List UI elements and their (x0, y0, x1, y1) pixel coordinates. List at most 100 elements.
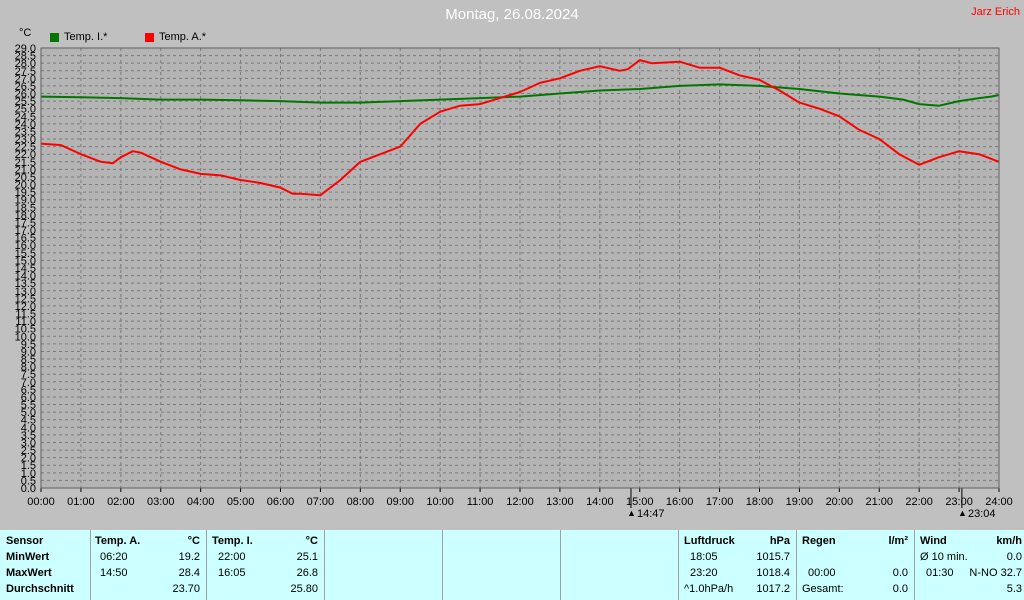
wind-max-time: 01:30 (926, 567, 954, 579)
y-tick-label: 10.5 (15, 324, 36, 336)
temp-i-min-value: 25.1 (296, 551, 318, 563)
x-tick-label: 10:00 (426, 496, 454, 508)
y-tick-label: 10.0 (15, 331, 36, 343)
x-tick-label: 00:00 (27, 496, 55, 508)
y-tick-label: 15.0 (15, 255, 36, 267)
y-tick-label: 13.0 (15, 286, 36, 298)
y-tick-label: 3.5 (21, 430, 36, 442)
pressure-trend-value: 1017.2 (756, 583, 790, 595)
legend-swatch-temp-i (50, 32, 59, 42)
y-tick-label: 11.0 (15, 316, 36, 328)
y-tick-label: 12.0 (15, 301, 36, 313)
row-label-max: MaxWert (6, 567, 52, 579)
y-tick-label: 20.0 (15, 180, 36, 192)
series-line-temp-i (40, 83, 1000, 107)
wind-avg-value: 0.0 (1006, 551, 1022, 563)
y-tick-label: 5.5 (21, 400, 36, 412)
y-tick-label: 22.5 (15, 142, 36, 154)
annotation-label-1: 14:47 (637, 508, 665, 520)
y-tick-label: 23.0 (15, 134, 36, 146)
wind-avg2-value: 5.3 (1006, 583, 1022, 595)
y-tick-label: 4.5 (21, 415, 36, 427)
legend-swatch-temp-a (145, 32, 154, 42)
y-tick-label: 18.5 (15, 202, 36, 214)
y-tick-label: 26.5 (15, 81, 36, 93)
y-tick-label: 9.0 (21, 346, 36, 358)
x-tick-label: 09:00 (386, 496, 414, 508)
x-tick-label: 14:00 (586, 496, 614, 508)
sunrise-icon: ▲ (627, 508, 636, 518)
temperature-chart: 0.00.51.01.52.02.53.03.54.04.55.05.56.06… (15, 43, 1013, 508)
wind-header: Wind (920, 535, 947, 547)
x-tick-label: 08:00 (347, 496, 375, 508)
temp-i-max-time: 16:05 (218, 567, 246, 579)
y-tick-label: 3.0 (21, 437, 36, 449)
y-tick-label: 21.5 (15, 157, 36, 169)
table-divider (90, 530, 91, 600)
temp-a-max-value: 28.4 (178, 567, 200, 579)
y-tick-label: 19.0 (15, 195, 36, 207)
y-tick-label: 22.0 (15, 149, 36, 161)
x-tick-label: 22:00 (905, 496, 933, 508)
x-tick-label: 17:00 (706, 496, 734, 508)
legend-label-temp-a: Temp. A.* (159, 31, 207, 43)
sunset-icon: ▲ (958, 508, 967, 518)
table-divider (560, 530, 561, 600)
table-divider (206, 530, 207, 600)
temp-a-avg-value: 23.70 (172, 583, 200, 595)
y-tick-label: 14.5 (15, 263, 36, 275)
y-tick-label: 25.5 (15, 96, 36, 108)
y-tick-label: 20.5 (15, 172, 36, 184)
x-tick-label: 06:00 (267, 496, 295, 508)
temp-i-max-value: 26.8 (296, 567, 318, 579)
y-tick-label: 18.0 (15, 210, 36, 222)
wind-unit: km/h (996, 535, 1022, 547)
temp-a-min-value: 19.2 (178, 551, 200, 563)
temp-a-min-time: 06:20 (100, 551, 128, 563)
y-tick-label: 17.5 (15, 217, 36, 229)
rain-unit: l/m² (888, 535, 908, 547)
x-tick-label: 05:00 (227, 496, 255, 508)
chart-title: Montag, 26.08.2024 (445, 6, 579, 23)
pressure-header: Luftdruck (684, 535, 735, 547)
table-divider (796, 530, 797, 600)
y-tick-label: 7.5 (21, 369, 36, 381)
y-tick-label: 1.0 (21, 468, 36, 480)
row-label-min: MinWert (6, 551, 50, 563)
x-tick-label: 23:00 (945, 496, 973, 508)
y-tick-label: 0.5 (21, 475, 36, 487)
pressure-min-time: 18:05 (690, 551, 718, 563)
x-tick-label: 24:00 (985, 496, 1013, 508)
x-tick-label: 15:00 (626, 496, 654, 508)
series-line-temp-a (40, 59, 1000, 197)
y-tick-label: 6.0 (21, 392, 36, 404)
y-tick-label: 7.0 (21, 377, 36, 389)
y-tick-label: 11.5 (15, 309, 36, 321)
x-tick-labels: 00:00 01:00 02:00 03:00 04:00 05:00 06:00 07:00… (27, 496, 1013, 508)
stats-table (0, 530, 1024, 600)
y-tick-label: 17.0 (15, 225, 36, 237)
x-tick-label: 19:00 (786, 496, 814, 508)
y-tick-label: 26.0 (15, 89, 36, 101)
x-tick-label: 13:00 (546, 496, 574, 508)
legend-temp-i: Temp. I.* (50, 31, 107, 43)
temp-i-unit: °C (305, 535, 318, 547)
y-tick-label: 8.5 (21, 354, 36, 366)
y-tick-label: 24.0 (15, 119, 36, 131)
y-tick-label: 9.5 (21, 339, 36, 351)
temp-i-header: Temp. I. (212, 535, 253, 547)
x-tick-label: 20:00 (826, 496, 854, 508)
y-tick-label: 28.5 (15, 51, 36, 63)
y-tick-label: 16.5 (15, 233, 36, 245)
wind-max-value: N-NO 32.7 (969, 567, 1022, 579)
x-tick-label: 01:00 (67, 496, 95, 508)
legend-label-temp-i: Temp. I.* (64, 31, 108, 43)
sensor-header: Sensor (6, 535, 44, 547)
y-tick-label: 0.0 (21, 483, 36, 495)
y-tick-label: 27.5 (15, 66, 36, 78)
pressure-max-value: 1018.4 (756, 567, 790, 579)
y-tick-label: 21.0 (15, 164, 36, 176)
y-tick-label: 6.5 (21, 384, 36, 396)
y-tick-label: 2.0 (21, 453, 36, 465)
y-tick-label: 29.0 (15, 43, 36, 55)
